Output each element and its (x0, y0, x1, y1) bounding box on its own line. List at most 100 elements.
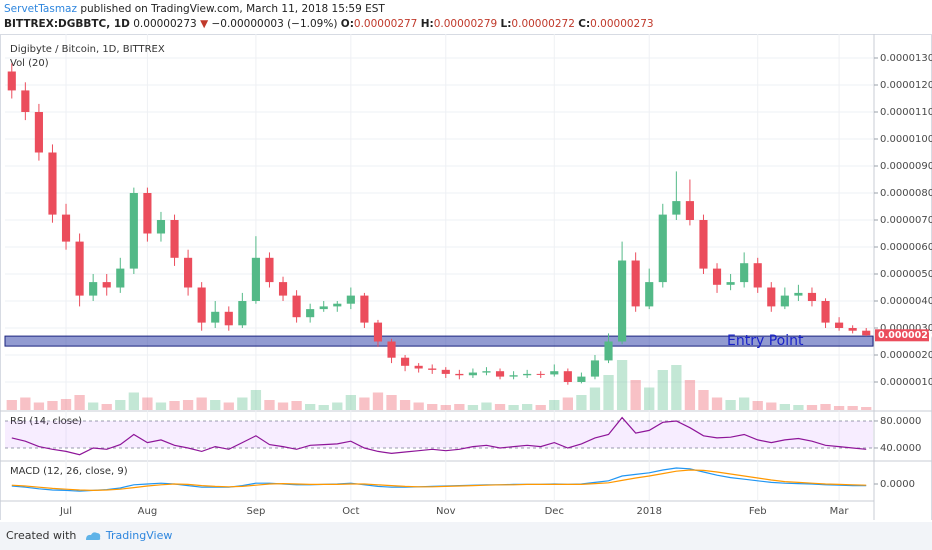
volume-bar (467, 405, 479, 410)
volume-bar (413, 402, 424, 410)
volume-bar (535, 405, 546, 410)
candle-body (102, 282, 111, 288)
candle-body (34, 112, 43, 153)
candle-body (780, 295, 789, 307)
candle-body (509, 375, 518, 377)
candle-body (604, 341, 613, 361)
volume-bar (277, 402, 289, 410)
candle-body (523, 373, 532, 376)
candle-body (48, 152, 57, 215)
candle-body (550, 371, 559, 375)
last: 0.00000273 (133, 18, 197, 30)
c: 0.00000273 (590, 18, 654, 30)
volume-bar (847, 406, 858, 410)
volume-bar (155, 402, 167, 410)
candle-body (333, 303, 342, 307)
volume-bar (684, 380, 696, 410)
last-price-box (875, 329, 929, 342)
volume-bar (454, 404, 465, 410)
candle-body (577, 376, 586, 383)
y-tick-label: 0.00001300 (880, 53, 932, 64)
volume-bar (169, 401, 180, 410)
logo-cloud (85, 532, 101, 540)
volume-bar (291, 401, 302, 410)
o: 0.00000277 (353, 18, 418, 30)
x-tick-label: Feb (749, 506, 767, 517)
volume-bar (345, 395, 356, 410)
volume-bar (399, 400, 411, 410)
candle-body (618, 260, 627, 342)
symbol: BITTREX:DGBBTC, 1D (4, 18, 130, 30)
volume-bar (657, 370, 668, 410)
volume-bar (386, 395, 397, 410)
volume-bar (142, 397, 153, 410)
volume-bar (20, 397, 31, 410)
candle-body (645, 282, 654, 307)
candle-body (685, 201, 694, 221)
l-label: L: (500, 18, 512, 30)
volume-bar (237, 397, 248, 410)
candle-body (319, 306, 328, 310)
volume-bar (481, 402, 492, 410)
volume-bar (332, 402, 343, 410)
volume-bar (210, 400, 221, 410)
author[interactable]: ServetTasmaz (4, 3, 77, 15)
rsi-band (5, 420, 873, 448)
h: 0.00000279 (433, 18, 498, 30)
candle-body (563, 371, 572, 383)
x-tick-label: Sep (246, 506, 265, 517)
x-tick-label: Mar (830, 506, 850, 517)
x-tick-label: Dec (545, 506, 564, 517)
candle-body (360, 295, 369, 323)
volume-bar (725, 400, 736, 410)
candle-body (794, 292, 803, 296)
y-tick-label: 40.0000 (880, 443, 921, 454)
volume-bar (427, 404, 438, 410)
last-price-label: 0.00000273 (878, 330, 932, 341)
candle-body (278, 282, 288, 296)
volume-bar (47, 401, 58, 410)
volume-bar (508, 405, 519, 410)
candle-body (740, 263, 749, 283)
candle-body (699, 220, 708, 269)
candle-body (862, 330, 871, 336)
published: published on TradingView.com, March 11, … (80, 3, 385, 15)
volume-bar (494, 404, 506, 410)
volume-bar (671, 365, 682, 410)
candle-body (712, 268, 722, 285)
volume-bar (33, 402, 45, 410)
volume-bar (861, 407, 872, 410)
volume-label: Vol (20) (10, 58, 49, 69)
volume-bar (766, 402, 777, 410)
panel-title: Digibyte / Bitcoin, 1D, BITTREX (10, 44, 165, 55)
candle-body (631, 260, 640, 307)
volume-bar (806, 405, 818, 410)
candle-body (224, 311, 233, 326)
candle-body (536, 373, 545, 375)
candle-body (401, 357, 410, 366)
candle-body (658, 214, 667, 283)
candle-body (428, 368, 437, 370)
candle-body (306, 309, 315, 318)
candle-body (251, 257, 260, 302)
volume-bar (739, 397, 750, 410)
candle-body (21, 90, 30, 113)
header-line-2: BITTREX:DGBBTC, 1D 0.00000273 ▼ −0.00000… (4, 17, 924, 32)
logo (85, 532, 101, 540)
o-label: O: (340, 18, 354, 30)
brand[interactable]: TradingView (105, 529, 173, 542)
header-line-1: ServetTasmaz published on TradingView.co… (4, 2, 924, 17)
volume-bar (74, 395, 85, 410)
candle-body (767, 287, 776, 307)
candle-body (414, 365, 423, 369)
candle-body (726, 282, 735, 285)
candle-body (590, 360, 600, 377)
